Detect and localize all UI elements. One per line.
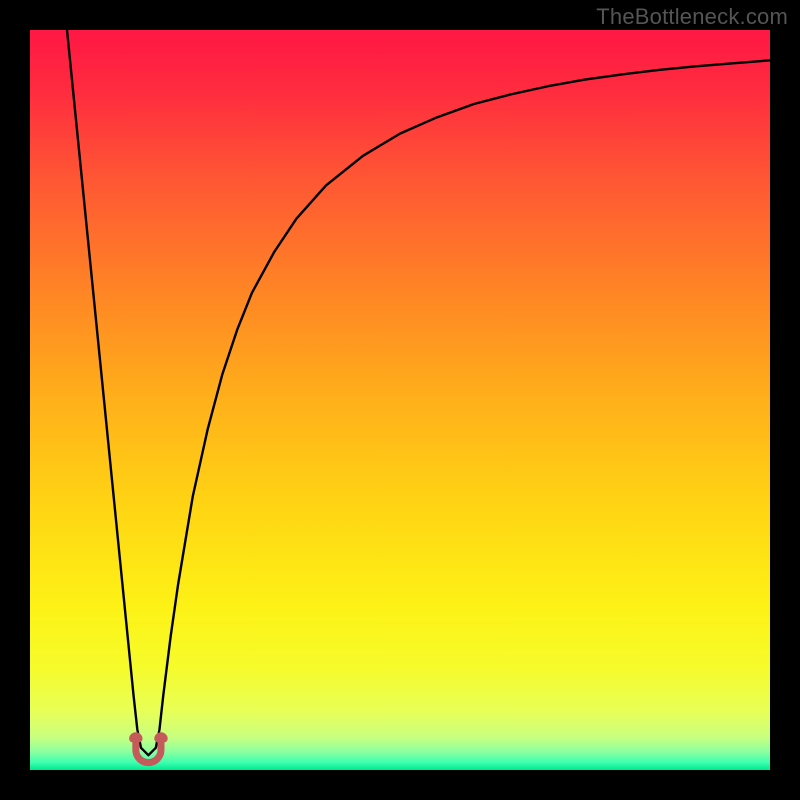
bottleneck-chart (0, 0, 800, 800)
plot-background (30, 30, 770, 770)
chart-container: TheBottleneck.com (0, 0, 800, 800)
watermark-text: TheBottleneck.com (596, 4, 788, 30)
